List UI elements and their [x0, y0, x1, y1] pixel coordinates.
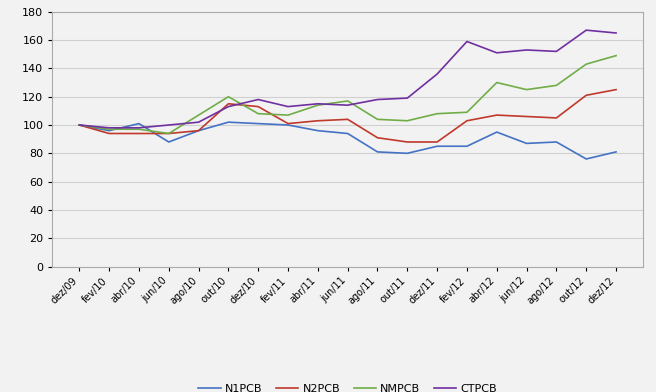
N1PCB [493, 130, 501, 134]
N2PCB [552, 116, 560, 120]
Line: N2PCB: N2PCB [79, 90, 616, 142]
N1PCB [224, 120, 232, 125]
N2PCB [523, 114, 531, 119]
CTPCB [314, 102, 322, 106]
NMPCB [493, 80, 501, 85]
N1PCB [552, 140, 560, 144]
Legend: N1PCB, N2PCB, NMPCB, CTPCB: N1PCB, N2PCB, NMPCB, CTPCB [194, 379, 501, 392]
NMPCB [612, 53, 620, 58]
N1PCB [105, 128, 113, 133]
N2PCB [344, 117, 352, 122]
NMPCB [523, 87, 531, 92]
CTPCB [255, 97, 262, 102]
N1PCB [255, 121, 262, 126]
NMPCB [314, 103, 322, 107]
CTPCB [284, 104, 292, 109]
N2PCB [135, 131, 143, 136]
N1PCB [75, 123, 83, 127]
N2PCB [284, 121, 292, 126]
CTPCB [612, 31, 620, 35]
N2PCB [433, 140, 441, 144]
N1PCB [403, 151, 411, 156]
CTPCB [493, 51, 501, 55]
N1PCB [165, 140, 173, 144]
N1PCB [433, 144, 441, 149]
NMPCB [165, 131, 173, 136]
N1PCB [583, 157, 590, 162]
NMPCB [224, 94, 232, 99]
NMPCB [373, 117, 381, 122]
N1PCB [523, 141, 531, 146]
N1PCB [344, 131, 352, 136]
NMPCB [583, 62, 590, 67]
N2PCB [224, 102, 232, 106]
Line: NMPCB: NMPCB [79, 56, 616, 134]
CTPCB [463, 39, 471, 44]
N2PCB [463, 118, 471, 123]
N2PCB [493, 113, 501, 118]
NMPCB [105, 127, 113, 132]
N2PCB [403, 140, 411, 144]
NMPCB [433, 111, 441, 116]
N1PCB [314, 128, 322, 133]
N2PCB [165, 131, 173, 136]
NMPCB [552, 83, 560, 88]
NMPCB [463, 110, 471, 114]
N2PCB [195, 128, 203, 133]
CTPCB [373, 97, 381, 102]
CTPCB [552, 49, 560, 54]
N1PCB [284, 123, 292, 127]
CTPCB [403, 96, 411, 100]
N2PCB [105, 131, 113, 136]
N1PCB [463, 144, 471, 149]
CTPCB [583, 28, 590, 33]
CTPCB [105, 125, 113, 130]
CTPCB [135, 125, 143, 130]
NMPCB [75, 123, 83, 127]
N2PCB [583, 93, 590, 98]
NMPCB [344, 99, 352, 103]
N1PCB [135, 121, 143, 126]
CTPCB [75, 123, 83, 127]
NMPCB [284, 113, 292, 118]
NMPCB [135, 127, 143, 132]
N2PCB [314, 118, 322, 123]
N2PCB [373, 135, 381, 140]
CTPCB [344, 103, 352, 107]
Line: CTPCB: CTPCB [79, 30, 616, 128]
Line: N1PCB: N1PCB [79, 122, 616, 159]
CTPCB [224, 104, 232, 109]
NMPCB [255, 111, 262, 116]
NMPCB [195, 113, 203, 118]
CTPCB [433, 72, 441, 76]
CTPCB [523, 48, 531, 53]
CTPCB [165, 123, 173, 127]
N1PCB [195, 128, 203, 133]
CTPCB [195, 120, 203, 125]
N2PCB [255, 104, 262, 109]
N1PCB [373, 149, 381, 154]
N2PCB [75, 123, 83, 127]
N1PCB [612, 149, 620, 154]
NMPCB [403, 118, 411, 123]
N2PCB [612, 87, 620, 92]
